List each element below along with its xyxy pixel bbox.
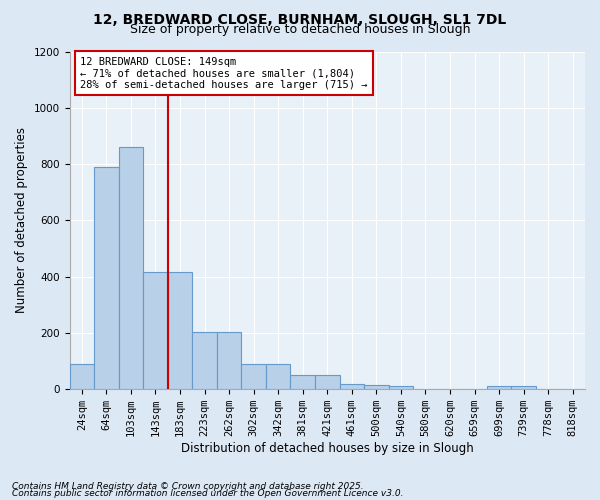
Bar: [217, 332, 241, 389]
Bar: [340, 384, 364, 389]
Bar: [266, 364, 290, 389]
Bar: [315, 375, 340, 389]
Bar: [241, 364, 266, 389]
Bar: [511, 386, 536, 389]
Bar: [389, 386, 413, 389]
Bar: [192, 332, 217, 389]
Bar: [94, 167, 119, 389]
Text: Contains HM Land Registry data © Crown copyright and database right 2025.: Contains HM Land Registry data © Crown c…: [12, 482, 364, 491]
Bar: [487, 386, 511, 389]
Bar: [70, 364, 94, 389]
Text: Size of property relative to detached houses in Slough: Size of property relative to detached ho…: [130, 22, 470, 36]
Bar: [364, 385, 389, 389]
Bar: [119, 147, 143, 389]
Text: 12 BREDWARD CLOSE: 149sqm
← 71% of detached houses are smaller (1,804)
28% of se: 12 BREDWARD CLOSE: 149sqm ← 71% of detac…: [80, 56, 367, 90]
Y-axis label: Number of detached properties: Number of detached properties: [15, 128, 28, 314]
Bar: [143, 272, 168, 389]
Bar: [290, 375, 315, 389]
Text: 12, BREDWARD CLOSE, BURNHAM, SLOUGH, SL1 7DL: 12, BREDWARD CLOSE, BURNHAM, SLOUGH, SL1…: [94, 12, 506, 26]
Bar: [168, 272, 192, 389]
Text: Contains public sector information licensed under the Open Government Licence v3: Contains public sector information licen…: [12, 489, 404, 498]
X-axis label: Distribution of detached houses by size in Slough: Distribution of detached houses by size …: [181, 442, 473, 455]
